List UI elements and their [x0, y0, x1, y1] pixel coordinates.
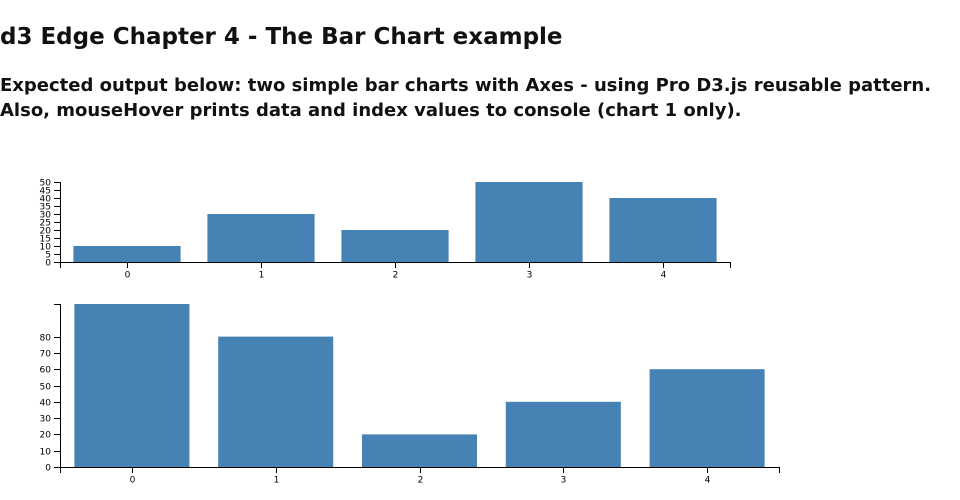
bar-4[interactable]: [609, 198, 717, 262]
x-tick-label: 4: [661, 270, 667, 280]
y-tick-label: 35: [40, 202, 51, 212]
y-tick-label: 80: [40, 333, 52, 343]
bar-3: [505, 401, 621, 467]
y-tick-label: 45: [40, 186, 51, 196]
bar-2: [361, 434, 478, 467]
x-tick-label: 1: [274, 475, 280, 485]
y-tick-label: 20: [40, 226, 52, 236]
y-tick-label: 30: [40, 414, 52, 424]
y-tick-label: 10: [40, 242, 52, 252]
bar-0[interactable]: [73, 246, 181, 262]
bar-4: [649, 369, 765, 467]
bar-2[interactable]: [341, 230, 449, 262]
y-tick-label: 20: [40, 430, 52, 440]
x-tick-label: 0: [130, 475, 136, 485]
x-tick-label: 1: [259, 270, 265, 280]
bar-3[interactable]: [475, 182, 583, 262]
bar-0: [74, 304, 190, 467]
bar-1[interactable]: [207, 214, 315, 262]
bar-chart-2: 0 10 20 30 40 50 60 70 80 0 1 2 3 4: [40, 304, 780, 485]
x-tick-label: 4: [705, 475, 711, 485]
page-subtitle: Expected output below: two simple bar ch…: [0, 75, 932, 121]
y-tick-label: 25: [40, 218, 51, 228]
y-tick-label: 60: [40, 365, 52, 375]
y-tick-label: 0: [45, 463, 51, 473]
y-tick-label: 50: [40, 382, 52, 392]
y-tick-label: 10: [40, 447, 52, 457]
y-tick-label: 30: [40, 210, 52, 220]
y-tick-label: 50: [40, 178, 52, 188]
bar-1: [218, 336, 334, 467]
x-tick-label: 3: [527, 270, 533, 280]
x-tick-label: 3: [561, 475, 567, 485]
y-tick-label: 70: [40, 349, 52, 359]
y-tick-label: 5: [45, 250, 51, 260]
x-tick-label: 0: [125, 270, 131, 280]
y-tick-label: 15: [40, 234, 51, 244]
page-title: d3 Edge Chapter 4 - The Bar Chart exampl…: [0, 24, 563, 50]
y-tick-label: 40: [40, 398, 52, 408]
x-tick-label: 2: [393, 270, 399, 280]
x-tick-label: 2: [418, 475, 424, 485]
y-tick-label: 40: [40, 194, 52, 204]
y-tick-label: 0: [45, 258, 51, 268]
